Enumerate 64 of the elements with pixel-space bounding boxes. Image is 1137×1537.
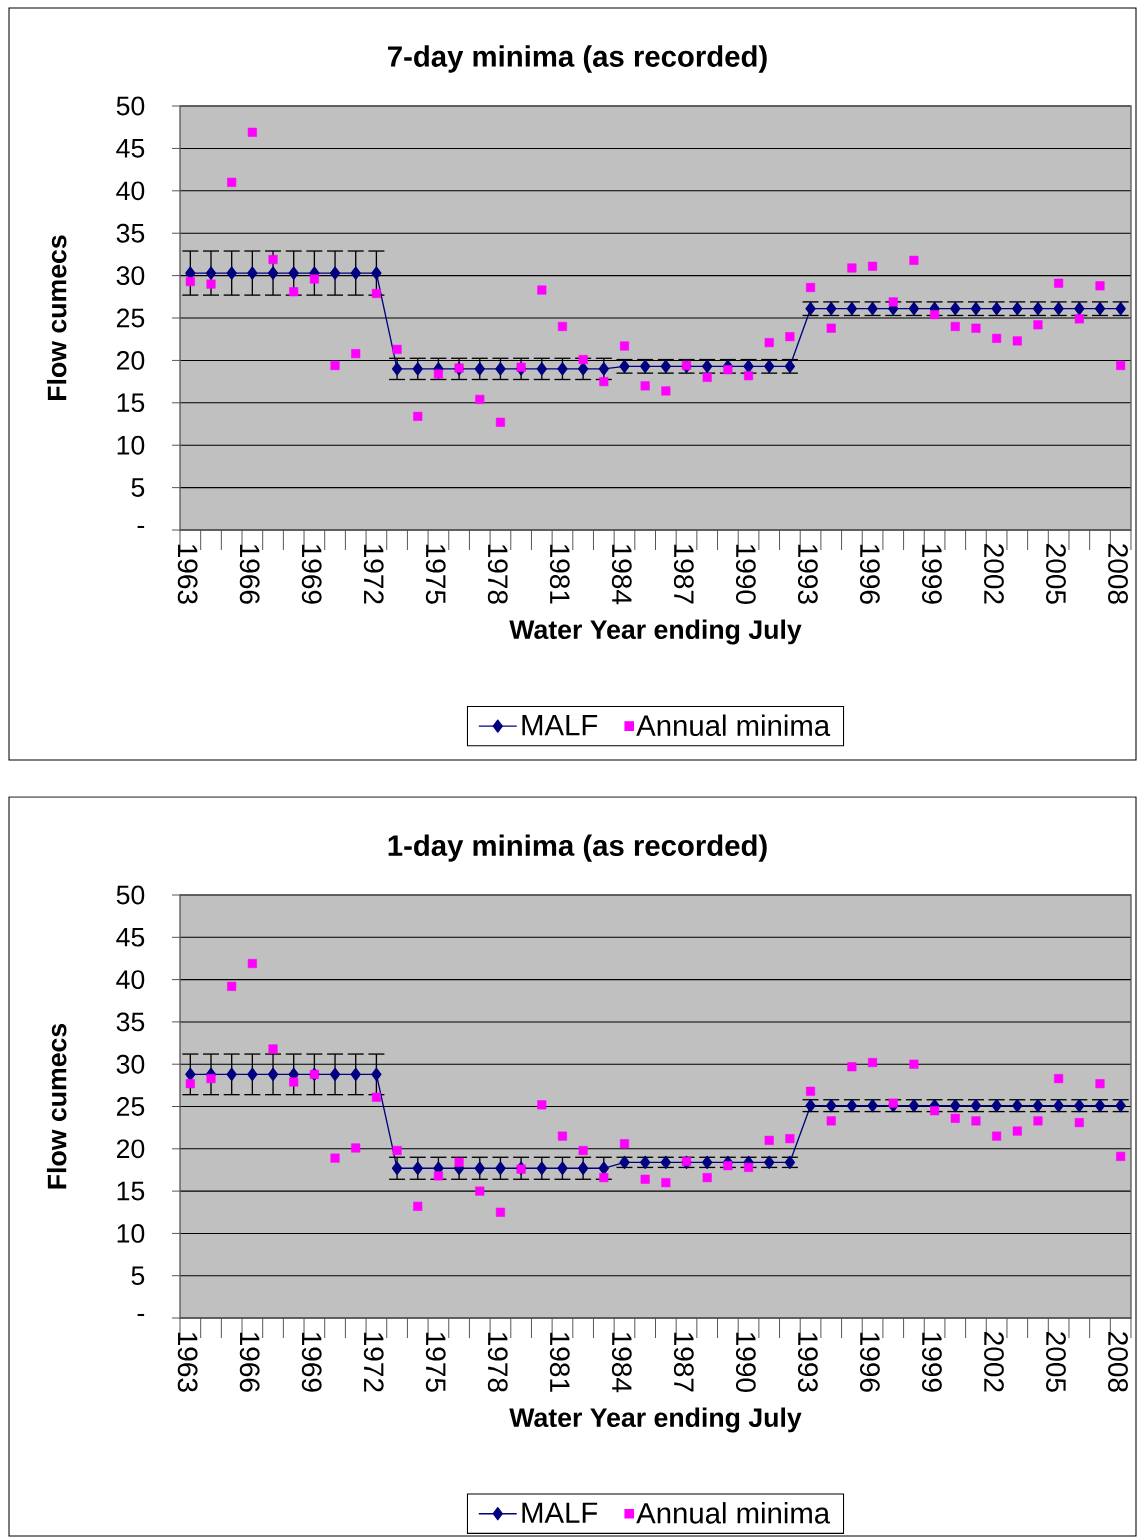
x-tick-label: 1969 [301, 544, 322, 604]
y-tick-label: - [137, 525, 145, 529]
x-tick-label: 2005 [1046, 1332, 1066, 1392]
y-tick-label: 35 [116, 1012, 145, 1032]
y-axis-title: Flow cumecs [46, 1023, 67, 1189]
x-tick-label: 1966 [239, 1332, 260, 1392]
x-tick-label: 1996 [860, 1332, 880, 1392]
y-tick-label: 25 [116, 1097, 145, 1116]
legend-label: Annual minima [636, 1502, 831, 1524]
y-tick-label: 5 [131, 478, 145, 497]
x-tick-label: 1972 [363, 544, 384, 604]
x-tick-label: 2008 [1108, 1332, 1128, 1392]
x-tick-label: 1984 [611, 1332, 632, 1393]
chart-title: 7-day minima (as recorded) [388, 45, 767, 73]
x-tick-label: 1987 [673, 1332, 694, 1392]
y-tick-label: 35 [116, 223, 145, 243]
x-tick-label: 1975 [425, 1332, 446, 1392]
x-tick-label: 1993 [797, 1332, 818, 1392]
x-tick-label: 1978 [487, 1332, 508, 1392]
x-tick-label: 1999 [922, 544, 942, 604]
x-axis-title: Water Year ending July [509, 1407, 802, 1433]
x-tick-label: 1984 [611, 544, 632, 605]
y-axis-title: Flow cumecs [46, 235, 67, 400]
x-tick-label: 2002 [984, 1332, 1004, 1392]
x-tick-label: 1999 [922, 1332, 942, 1392]
y-tick-label: 50 [116, 96, 145, 116]
y-tick-label: 30 [116, 1054, 145, 1074]
x-tick-label: 1978 [487, 544, 508, 604]
y-tick-label: 40 [116, 970, 145, 990]
x-tick-label: 1972 [363, 1332, 384, 1392]
x-tick-label: 2008 [1108, 544, 1128, 604]
y-tick-label: 50 [116, 885, 145, 905]
x-tick-label: 1996 [860, 544, 880, 604]
x-tick-label: 1963 [177, 544, 198, 604]
y-tick-label: 25 [116, 308, 145, 328]
x-tick-label: 1963 [177, 1332, 198, 1392]
y-tick-label: 10 [117, 435, 145, 455]
y-tick-label: 10 [117, 1223, 145, 1243]
x-tick-label: 1990 [735, 1332, 756, 1392]
legend-label: Annual minima [636, 714, 831, 737]
legend-label: MALF [522, 1502, 598, 1523]
x-tick-label: 1981 [549, 1332, 570, 1392]
x-axis-title: Water Year ending July [509, 619, 802, 645]
x-tick-label: 1981 [549, 544, 570, 604]
x-tick-label: 1987 [673, 544, 694, 604]
x-tick-label: 1993 [797, 544, 818, 604]
y-tick-label: - [137, 1313, 145, 1317]
y-tick-label: 20 [116, 350, 145, 370]
x-tick-label: 1975 [425, 544, 446, 604]
legend-label: MALF [522, 715, 598, 736]
x-tick-label: 1990 [735, 544, 756, 604]
y-tick-label: 40 [116, 181, 145, 201]
y-tick-label: 5 [131, 1266, 145, 1286]
y-tick-label: 45 [116, 928, 145, 947]
y-tick-label: 20 [116, 1139, 145, 1159]
y-tick-label: 15 [117, 393, 145, 413]
x-tick-label: 2005 [1046, 544, 1066, 604]
y-tick-label: 45 [116, 139, 145, 158]
chart-title: 1-day minima (as recorded) [388, 834, 767, 862]
y-tick-label: 15 [117, 1181, 145, 1201]
x-tick-label: 2002 [984, 544, 1004, 604]
x-tick-label: 1966 [239, 544, 260, 604]
y-tick-label: 30 [116, 266, 145, 286]
x-tick-label: 1969 [301, 1332, 322, 1392]
